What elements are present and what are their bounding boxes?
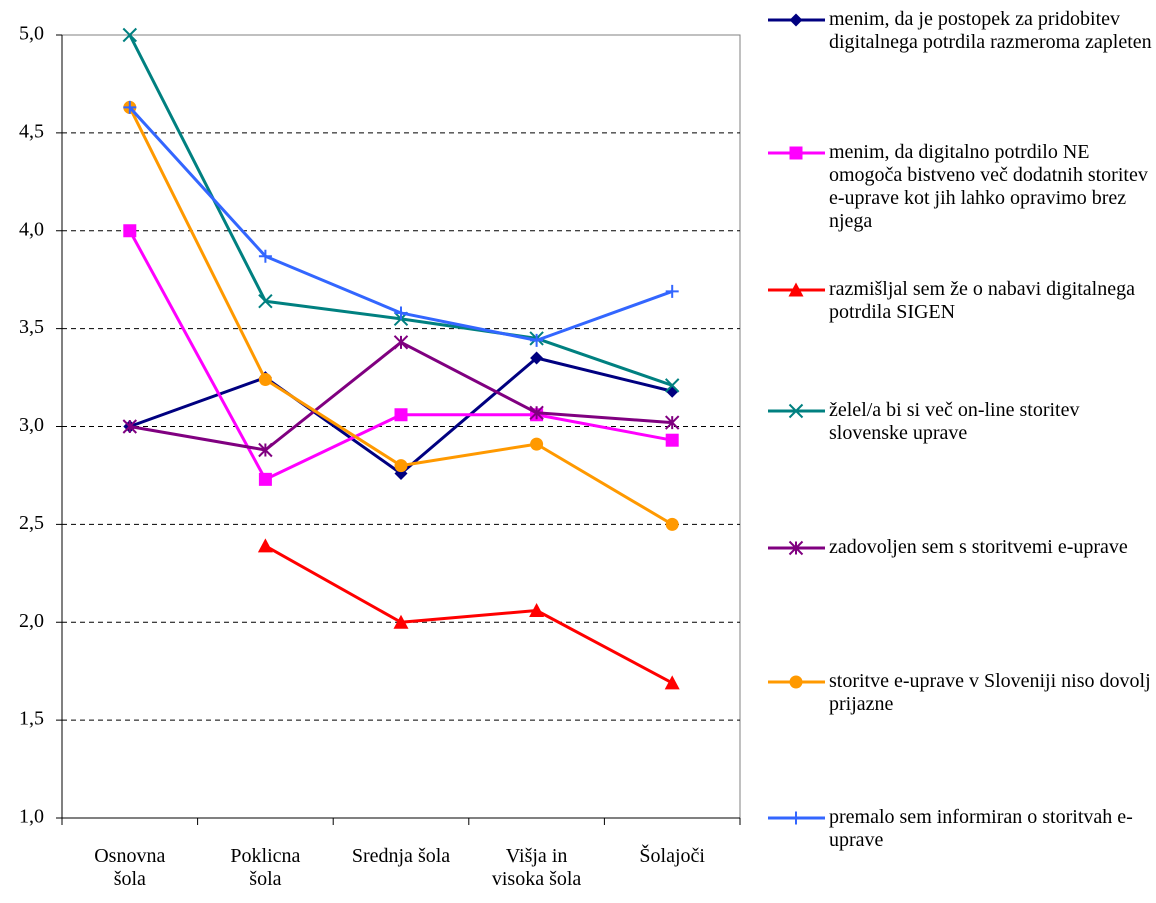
- point-marker: [257, 538, 273, 553]
- point-marker: [530, 333, 544, 347]
- point-marker: [258, 294, 273, 309]
- legend-marker: [788, 403, 804, 419]
- point-marker: [258, 442, 273, 458]
- legend-label: želel/a bi si več on-line storitev slove…: [829, 399, 1080, 444]
- legend-label: premalo sem informiran o storitvah e-upr…: [829, 806, 1133, 851]
- x-tick-label: Osnovna šola: [94, 845, 166, 890]
- y-tick-label: 3,0: [19, 414, 44, 436]
- point-marker: [123, 224, 137, 238]
- y-tick-label: 2,5: [19, 512, 44, 534]
- point-marker: [530, 351, 544, 365]
- legend-label: zadovoljen sem s storitvemi e-uprave: [829, 536, 1128, 558]
- legend-label: menim, da digitalno potrdilo NE omogoča …: [829, 141, 1148, 232]
- series-line: [128, 106, 673, 342]
- point-marker: [394, 459, 408, 473]
- series-line: [264, 544, 673, 685]
- legend-marker: [789, 811, 803, 825]
- point-marker: [665, 284, 679, 298]
- x-tick-label: Srednja šola: [351, 845, 451, 867]
- point-marker: [665, 517, 679, 531]
- y-tick-label: 4,5: [19, 120, 44, 142]
- point-marker: [123, 100, 137, 114]
- legend-marker: [789, 146, 803, 160]
- point-marker: [122, 419, 138, 434]
- x-tick-label: Višja in visoka šola: [491, 845, 582, 890]
- legend-label: menim, da je postopek za pridobitev digi…: [829, 8, 1152, 53]
- point-marker: [258, 373, 272, 387]
- legend-marker: [788, 540, 804, 556]
- point-marker: [664, 378, 680, 393]
- y-tick-label: 2,0: [19, 610, 44, 632]
- y-tick-label: 3,5: [19, 316, 44, 338]
- y-tick-label: 1,5: [19, 708, 44, 730]
- x-tick-label: Šolajoči: [639, 845, 705, 867]
- point-marker: [664, 415, 680, 430]
- point-marker: [122, 27, 138, 43]
- legend-marker: [788, 282, 804, 297]
- x-tick-label: Poklicna šola: [230, 845, 301, 890]
- point-marker: [665, 433, 679, 447]
- point-marker: [258, 472, 272, 486]
- point-marker: [394, 408, 408, 422]
- legend-marker: [789, 13, 803, 27]
- legend-label: razmišljal sem že o nabavi digitalnega p…: [829, 278, 1135, 323]
- point-marker: [258, 249, 272, 263]
- series-line: [128, 34, 673, 387]
- point-marker: [393, 614, 409, 629]
- y-tick-label: 5,0: [19, 23, 44, 45]
- y-tick-label: 1,0: [19, 806, 44, 828]
- point-marker: [529, 603, 545, 618]
- point-marker: [664, 675, 680, 690]
- legend-label: storitve e-uprave v Sloveniji niso dovol…: [829, 670, 1151, 715]
- point-marker: [394, 306, 408, 320]
- legend-marker: [789, 675, 803, 689]
- y-tick-label: 4,0: [19, 218, 44, 240]
- point-marker: [530, 437, 544, 451]
- point-marker: [393, 335, 409, 350]
- point-marker: [529, 405, 544, 421]
